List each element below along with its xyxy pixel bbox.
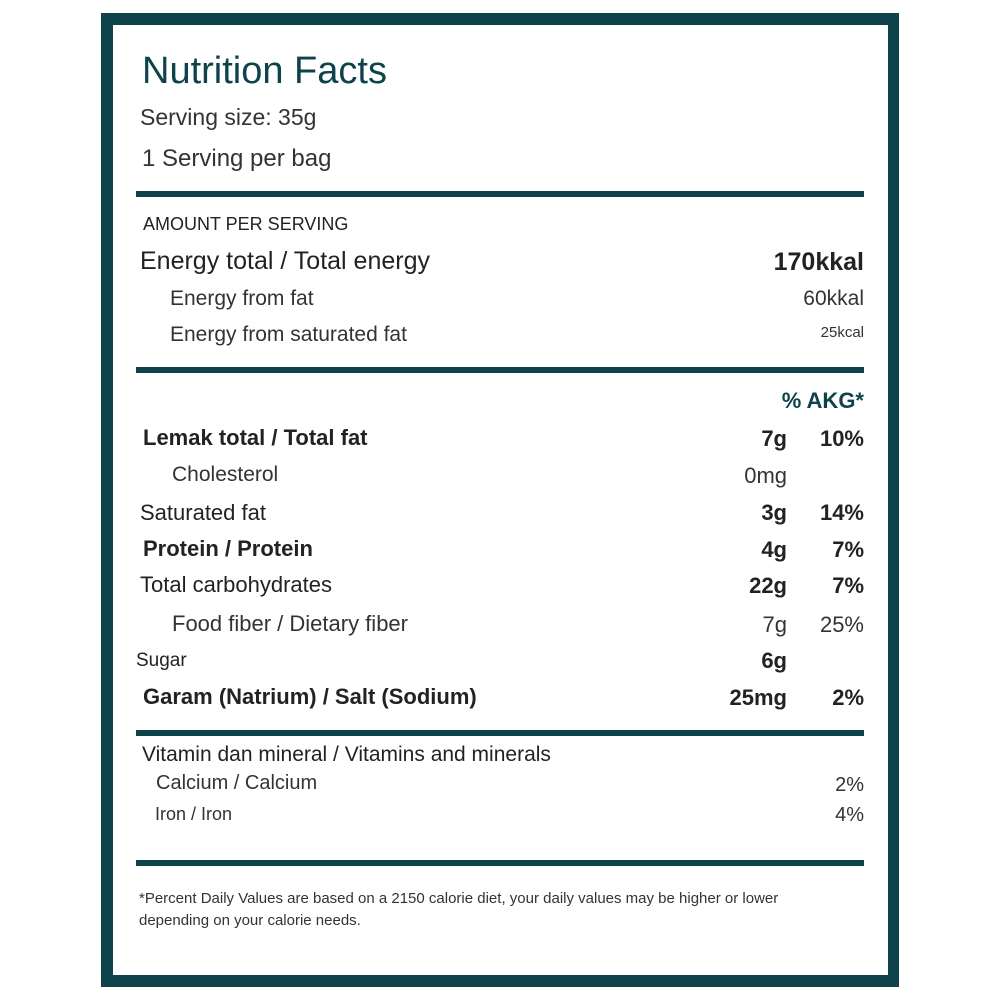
serving-size: Serving size: 35g xyxy=(140,104,317,130)
nutrient-label: Cholesterol xyxy=(172,463,279,486)
label-panel xyxy=(113,25,888,975)
energy-total-value: 170kkal xyxy=(773,248,864,276)
nutrient-percent: 25% xyxy=(819,612,864,637)
nutrient-percent: 7% xyxy=(832,573,864,598)
energy-from-saturated-fat-label: Energy from saturated fat xyxy=(170,323,407,346)
nutrient-amount: 0mg xyxy=(744,463,787,488)
nutrient-amount: 25mg xyxy=(729,685,787,710)
nutrient-label: Food fiber / Dietary fiber xyxy=(172,611,408,636)
vitamin-percent: 4% xyxy=(835,804,864,826)
nutrient-label: Lemak total / Total fat xyxy=(143,425,368,450)
energy-from-fat-value: 60kkal xyxy=(803,287,864,310)
nutrient-amount: 7g xyxy=(762,612,787,637)
nutrient-label: Total carbohydrates xyxy=(140,572,332,597)
nutrient-percent: 2% xyxy=(832,685,864,710)
nutrient-amount: 22g xyxy=(749,573,787,598)
nutrient-label: Saturated fat xyxy=(140,500,266,525)
footnote-line-2: depending on your calorie needs. xyxy=(139,912,361,929)
footnote-line-1: *Percent Daily Values are based on a 215… xyxy=(139,890,779,907)
akg-header: % AKG* xyxy=(781,388,864,413)
nutrient-amount: 7g xyxy=(761,426,787,451)
title: Nutrition Facts xyxy=(142,50,387,92)
servings-per-container: 1 Serving per bag xyxy=(142,145,332,172)
energy-from-saturated-fat-value: 25kcal xyxy=(820,324,864,341)
divider xyxy=(136,191,864,197)
energy-from-fat-label: Energy from fat xyxy=(170,287,314,310)
vitamin-label: Calcium / Calcium xyxy=(156,772,318,794)
nutrient-percent: 14% xyxy=(819,500,864,525)
nutrient-amount: 4g xyxy=(761,537,787,562)
amount-per-serving: AMOUNT PER SERVING xyxy=(143,214,349,234)
divider xyxy=(136,860,864,866)
nutrient-label: Garam (Natrium) / Salt (Sodium) xyxy=(143,684,477,709)
nutrient-label: Sugar xyxy=(136,650,187,671)
energy-total-label: Energy total / Total energy xyxy=(140,247,430,275)
divider xyxy=(136,367,864,373)
vitamin-percent: 2% xyxy=(835,774,864,796)
nutrient-label: Protein / Protein xyxy=(143,536,313,561)
nutrient-percent: 7% xyxy=(832,537,864,562)
nutrient-percent: 10% xyxy=(819,426,864,451)
nutrient-amount: 6g xyxy=(761,648,787,673)
vitamins-header: Vitamin dan mineral / Vitamins and miner… xyxy=(142,743,551,766)
nutrient-amount: 3g xyxy=(761,500,787,525)
vitamin-label: Iron / Iron xyxy=(155,804,233,824)
divider xyxy=(136,730,864,736)
